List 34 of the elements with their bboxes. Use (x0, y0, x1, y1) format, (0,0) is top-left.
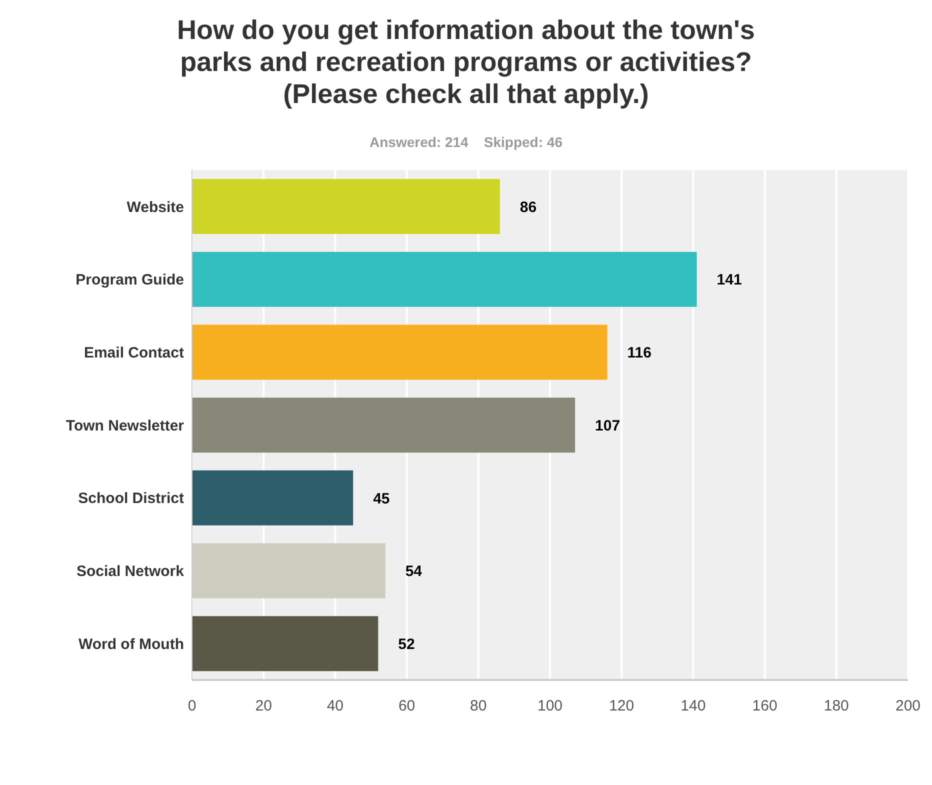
x-tick-label: 200 (895, 698, 921, 715)
chart-title: How do you get information about the town's parks and recreation programs or activities? (Please check all that apply.) (176, 14, 756, 110)
chart-subtitle: Answered: 214 Skipped: 46 (368, 134, 564, 150)
bar (192, 324, 608, 380)
bar (192, 179, 500, 234)
data-label: 54 (405, 563, 423, 580)
y-tick-label: Social Network (76, 563, 185, 580)
x-tick-label: 60 (398, 698, 416, 715)
y-tick-label: Program Guide (76, 272, 184, 289)
x-tick-label: 120 (609, 698, 634, 715)
x-tick-label: 160 (752, 698, 778, 715)
bar (192, 252, 697, 307)
x-tick-label: 20 (255, 698, 272, 715)
y-tick-label: Website (126, 198, 184, 216)
x-tick-label: 40 (326, 698, 344, 715)
data-label: 107 (595, 417, 620, 434)
x-tick-label: 140 (680, 698, 706, 715)
y-tick-label: Word of Mouth (78, 636, 184, 653)
y-tick-label: School District (78, 490, 184, 508)
data-label: 52 (398, 636, 415, 653)
bar (192, 616, 378, 672)
x-tick-label: 80 (470, 698, 487, 715)
data-label: 86 (520, 198, 537, 216)
data-label: 116 (627, 344, 652, 362)
data-label: 45 (373, 490, 390, 508)
bar (192, 398, 576, 453)
x-tick-label: 100 (537, 698, 563, 715)
y-tick-label: Email Contact (84, 344, 184, 362)
bar (192, 470, 354, 526)
bar (192, 543, 386, 598)
x-tick-label: 0 (188, 698, 196, 715)
y-tick-label: Town Newsletter (66, 417, 184, 434)
x-tick-label: 180 (824, 698, 849, 715)
data-label: 141 (716, 272, 742, 289)
